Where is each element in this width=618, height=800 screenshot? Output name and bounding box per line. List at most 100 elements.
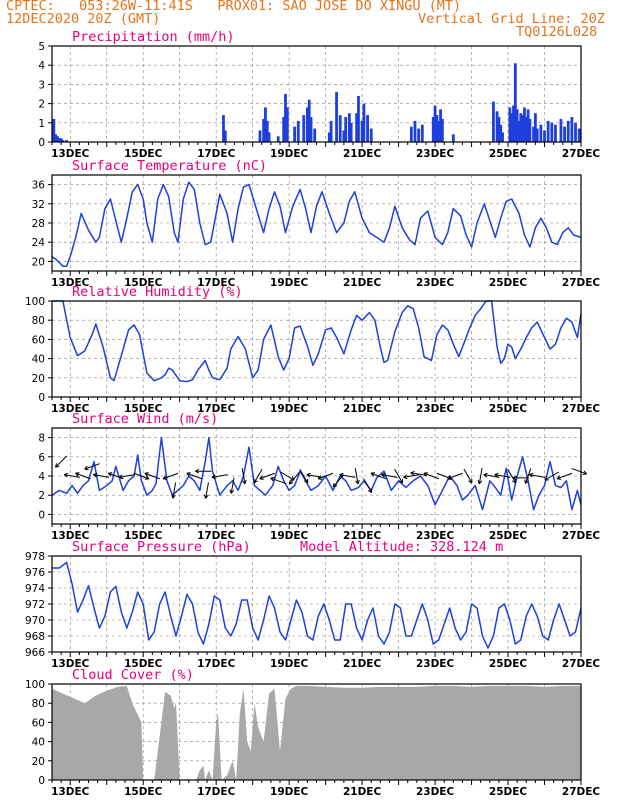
precip-bar — [492, 101, 495, 142]
precip-bar — [532, 126, 535, 142]
y-tick-label: 4 — [38, 60, 45, 72]
x-tick-label: 19DEC — [270, 403, 309, 415]
wind-arrow-icon — [394, 468, 404, 484]
wind-arrow-icon — [317, 472, 334, 480]
y-tick-label: 40 — [32, 737, 45, 749]
precip-bar — [435, 115, 439, 142]
wind-arrow-icon — [186, 472, 202, 480]
x-tick-label: 25DEC — [489, 530, 528, 542]
precip-bar — [543, 130, 546, 142]
precip-bar — [517, 120, 521, 142]
wind-arrow-icon — [423, 472, 440, 480]
precip-bar — [508, 107, 512, 142]
panel-title: Relative Humidity (%) — [72, 284, 243, 300]
precip-bar — [360, 120, 364, 142]
x-tick-label: 21DEC — [343, 277, 382, 289]
x-tick-label: 15DEC — [124, 148, 163, 160]
x-tick-label: 13DEC — [51, 658, 90, 670]
precip-bar — [559, 118, 563, 142]
x-tick-label: 23DEC — [416, 277, 455, 289]
x-tick-label: 21DEC — [343, 403, 382, 415]
precip-bar — [431, 117, 435, 142]
series-line — [51, 436, 582, 511]
precip-bar — [515, 109, 519, 142]
precip-bar — [420, 124, 424, 142]
y-tick-label: 5 — [38, 41, 45, 53]
precip-bar — [554, 124, 557, 142]
x-tick-label: 25DEC — [489, 786, 528, 798]
y-tick-label: 976 — [25, 567, 45, 579]
wind-arrow-icon — [410, 470, 427, 476]
precip-bar — [513, 63, 517, 142]
y-tick-label: 3 — [38, 79, 45, 91]
x-tick-label: 13DEC — [51, 530, 90, 542]
precip-bar — [369, 128, 373, 142]
x-tick-label: 21DEC — [343, 786, 382, 798]
precip-bar — [347, 113, 351, 142]
precip-bar — [451, 134, 455, 142]
precip-bar — [497, 117, 501, 142]
wind-arrow-icon — [494, 472, 511, 478]
precip-bar — [258, 130, 262, 142]
precip-bar — [355, 113, 359, 142]
wind-arrow-icon — [162, 472, 179, 480]
panel-4: Surface Wind (m/s) 0 2 4 6 8 13DEC 15DEC 17DEC 19… — [38, 411, 600, 542]
x-tick-label: 13DEC — [51, 786, 90, 798]
wind-arrow-icon — [241, 468, 247, 485]
precip-bar — [362, 103, 366, 142]
x-tick-label: 25DEC — [489, 277, 528, 289]
wind-arrow-icon — [512, 475, 529, 481]
precip-bar — [56, 136, 59, 142]
wind-arrow-icon — [203, 482, 209, 499]
wind-arrow-icon — [54, 455, 68, 468]
precip-bar — [302, 115, 306, 142]
precip-bar — [65, 140, 68, 142]
x-tick-label: 17DEC — [197, 277, 236, 289]
x-tick-label: 13DEC — [51, 277, 90, 289]
precip-bar — [574, 122, 577, 142]
wind-arrow-icon — [363, 478, 373, 493]
precip-bar — [499, 124, 503, 142]
panel-5: Surface Pressure (hPa) Model Altitude: 32… — [25, 539, 600, 670]
y-tick-label: 28 — [32, 218, 45, 230]
x-tick-label: 25DEC — [489, 403, 528, 415]
precip-bar — [335, 92, 338, 142]
x-tick-label: 17DEC — [197, 786, 236, 798]
x-tick-label: 15DEC — [124, 786, 163, 798]
precip-bar — [577, 128, 581, 142]
y-tick-label: 6 — [38, 452, 45, 464]
wind-arrow-icon — [144, 472, 161, 480]
precip-bar — [433, 105, 437, 142]
precip-bar — [566, 120, 570, 142]
header-model-code: TQ0126L028 — [516, 24, 598, 40]
x-tick-label: 19DEC — [270, 658, 309, 670]
wind-arrow-icon — [463, 468, 473, 484]
precip-bar — [523, 107, 526, 142]
precip-bar — [293, 126, 297, 142]
series-line — [51, 181, 582, 267]
wind-arrow-icon — [253, 468, 263, 484]
precip-bar — [535, 128, 539, 142]
precip-bar — [550, 122, 554, 142]
x-tick-label: 15DEC — [124, 277, 163, 289]
x-tick-label: 23DEC — [416, 658, 455, 670]
y-tick-label: 20 — [32, 256, 45, 268]
precip-bar — [417, 128, 421, 142]
precip-bar — [366, 115, 369, 142]
y-tick-label: 60 — [32, 717, 45, 729]
x-tick-label: 27DEC — [562, 148, 601, 160]
x-tick-label: 27DEC — [562, 658, 601, 670]
x-tick-label: 17DEC — [197, 530, 236, 542]
panel-title: Surface Temperature (nC) — [72, 158, 267, 174]
wind-arrow-icon — [556, 472, 573, 480]
precip-bar — [357, 95, 360, 142]
panel-title: Precipitation (mm/h) — [72, 29, 235, 45]
x-tick-label: 19DEC — [270, 786, 309, 798]
y-tick-label: 20 — [32, 373, 45, 385]
precip-bar — [309, 117, 313, 142]
x-tick-label: 19DEC — [270, 148, 309, 160]
precip-bar — [528, 118, 532, 142]
panel-title: Cloud Cover (%) — [72, 667, 194, 683]
precip-bar — [546, 120, 550, 142]
precip-bar — [262, 118, 265, 142]
